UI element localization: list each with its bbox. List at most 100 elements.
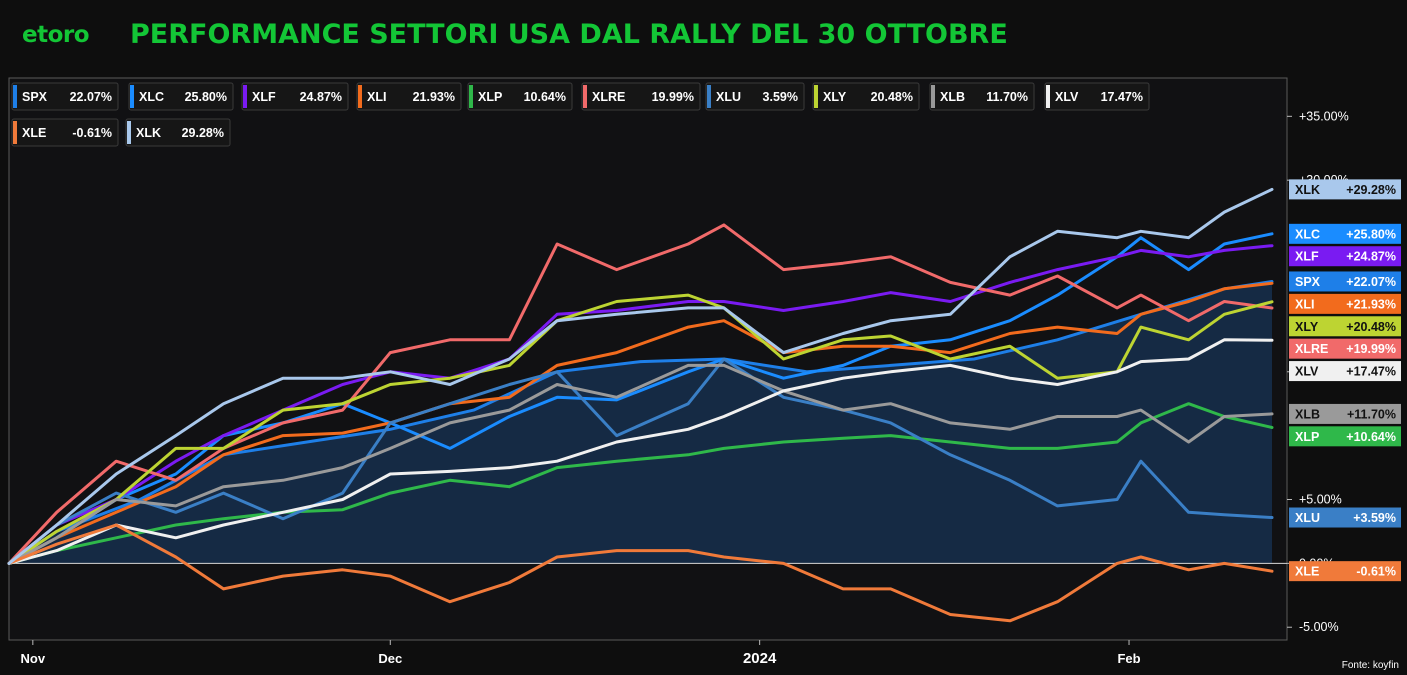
legend-swatch (130, 85, 134, 108)
legend-value: 19.99% (652, 90, 694, 104)
legend-swatch (13, 85, 17, 108)
end-label-ticker: XLB (1295, 407, 1320, 421)
end-label-xlc: XLC +25.80% (1289, 223, 1401, 244)
legend-item-xly[interactable]: XLY 20.48% (812, 82, 920, 111)
end-label-ticker: XLV (1295, 365, 1319, 379)
end-label-xli: XLI +21.93% (1289, 293, 1401, 314)
legend-item-xlv[interactable]: XLV 17.47% (1044, 82, 1150, 111)
legend-chip (125, 118, 231, 147)
series-layer (7, 187, 1274, 623)
legend-swatch (707, 85, 711, 108)
legend-ticker: XLU (716, 90, 741, 104)
legend-swatch (13, 121, 17, 144)
end-label-xly: XLY +20.48% (1289, 316, 1401, 337)
end-label-box (1289, 338, 1401, 359)
legend-chip (356, 82, 462, 111)
legend-ticker: XLV (1055, 90, 1079, 104)
end-label-value: +22.07% (1346, 275, 1396, 289)
series-line-xlf (7, 244, 1274, 565)
series-line-xli (7, 281, 1274, 565)
legend-chip (581, 82, 701, 111)
legend-swatch (583, 85, 587, 108)
legend-ticker: XLP (478, 90, 502, 104)
legend-chip (128, 82, 234, 111)
end-label-value: +3.59% (1353, 511, 1396, 525)
end-labels: XLK +29.28% XLC +25.80% XLF +24.87% SPX +22.07%… (1289, 179, 1401, 582)
legend-chip (11, 118, 119, 147)
legend-chip (705, 82, 805, 111)
end-label-box (1289, 403, 1401, 424)
legend-chip (467, 82, 573, 111)
spx-area (9, 281, 1272, 564)
legend-swatch (1046, 85, 1050, 108)
end-label-ticker: XLP (1295, 430, 1319, 444)
end-label-xlk: XLK +29.28% (1289, 179, 1401, 200)
end-label-value: +10.64% (1346, 430, 1396, 444)
end-label-ticker: XLC (1295, 227, 1320, 241)
end-label-value: +17.47% (1346, 365, 1396, 379)
legend-ticker: XLB (940, 90, 965, 104)
legend-ticker: SPX (22, 90, 48, 104)
end-label-value: +19.99% (1346, 342, 1396, 356)
legend-swatch (358, 85, 362, 108)
legend-value: 24.87% (300, 90, 342, 104)
series-line-xlu (7, 357, 1274, 565)
legend-value: 21.93% (413, 90, 455, 104)
legend-value: 11.70% (986, 90, 1028, 104)
end-label-ticker: XLF (1295, 250, 1319, 264)
legend-chip (11, 82, 119, 111)
legend-item-xlu[interactable]: XLU 3.59% (705, 82, 805, 111)
end-label-ticker: XLU (1295, 511, 1320, 525)
area-layer (9, 281, 1272, 564)
legend-ticker: XLC (139, 90, 164, 104)
legend-chip (929, 82, 1035, 111)
series-line-xlb (7, 363, 1274, 565)
y-tick-label: -5.00% (1299, 620, 1339, 634)
legend: SPX 22.07% XLC 25.80% XLF 24.87% XLI 21.93% XLP 1… (11, 82, 1150, 147)
legend-value: 20.48% (871, 90, 913, 104)
x-tick-label: Feb (1117, 651, 1140, 666)
end-label-value: +24.87% (1346, 250, 1396, 264)
x-tick-label: Dec (378, 651, 402, 666)
end-label-ticker: XLRE (1295, 342, 1328, 356)
x-tick-label: 2024 (743, 650, 777, 667)
legend-item-xlf[interactable]: XLF 24.87% (241, 82, 349, 111)
end-label-value: +25.80% (1346, 227, 1396, 241)
legend-chip (1044, 82, 1150, 111)
legend-value: -0.61% (72, 126, 112, 140)
end-label-value: +21.93% (1346, 297, 1396, 311)
legend-ticker: XLE (22, 126, 46, 140)
end-label-value: +11.70% (1347, 407, 1396, 421)
series-line-xlv (7, 338, 1274, 565)
end-label-box (1289, 561, 1401, 582)
legend-item-xlc[interactable]: XLC 25.80% (128, 82, 234, 111)
end-label-box (1289, 246, 1401, 267)
end-label-xlf: XLF +24.87% (1289, 246, 1401, 267)
series-line-xlp (7, 402, 1274, 565)
end-label-box (1289, 507, 1401, 528)
legend-item-spx[interactable]: SPX 22.07% (11, 82, 119, 111)
x-axis: Nov Dec 2024 Feb (21, 640, 1141, 667)
end-label-box (1289, 426, 1401, 447)
end-label-ticker: XLE (1295, 565, 1319, 579)
legend-swatch (814, 85, 818, 108)
legend-item-xli[interactable]: XLI 21.93% (356, 82, 462, 111)
end-label-ticker: SPX (1295, 275, 1321, 289)
legend-swatch (469, 85, 473, 108)
series-line-xle (7, 523, 1274, 623)
end-label-xlv: XLV +17.47% (1289, 361, 1401, 382)
legend-item-xlp[interactable]: XLP 10.64% (467, 82, 573, 111)
end-label-ticker: XLI (1295, 297, 1314, 311)
legend-item-xlb[interactable]: XLB 11.70% (929, 82, 1035, 111)
legend-item-xlre[interactable]: XLRE 19.99% (581, 82, 701, 111)
legend-item-xle[interactable]: XLE -0.61% (11, 118, 119, 147)
x-tick-label: Nov (21, 651, 46, 666)
end-label-value: +29.28% (1346, 183, 1396, 197)
legend-chip (241, 82, 349, 111)
end-label-xlp: XLP +10.64% (1289, 426, 1401, 447)
page-title: PERFORMANCE SETTORI USA DAL RALLY DEL 30… (130, 19, 1008, 50)
legend-item-xlk[interactable]: XLK 29.28% (125, 118, 231, 147)
end-label-ticker: XLK (1295, 183, 1320, 197)
end-label-box (1289, 361, 1401, 382)
